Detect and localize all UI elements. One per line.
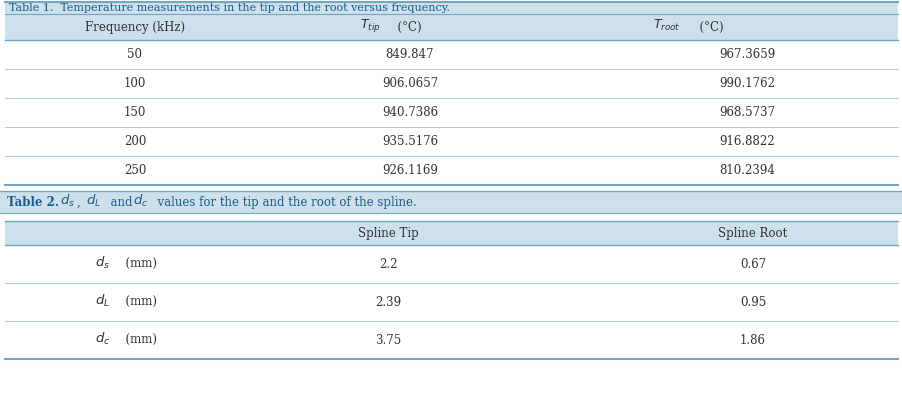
Text: $d_s$: $d_s$ bbox=[60, 193, 75, 209]
Text: ,: , bbox=[77, 195, 80, 208]
Text: 916.8822: 916.8822 bbox=[718, 135, 774, 148]
Text: (°C): (°C) bbox=[691, 20, 723, 33]
Text: and: and bbox=[103, 195, 133, 208]
Text: 150: 150 bbox=[124, 106, 146, 119]
Text: $d_L$: $d_L$ bbox=[86, 193, 101, 209]
Text: 250: 250 bbox=[124, 164, 146, 177]
Bar bbox=[5, 221, 897, 245]
Text: Frequency (kHz): Frequency (kHz) bbox=[85, 20, 185, 33]
Bar bbox=[5, 321, 897, 359]
Bar bbox=[5, 40, 897, 69]
Text: $d_{s}$: $d_{s}$ bbox=[95, 255, 110, 271]
Bar bbox=[5, 2, 897, 14]
Text: $T_{tip}$: $T_{tip}$ bbox=[359, 17, 380, 33]
Text: 906.0657: 906.0657 bbox=[382, 77, 437, 90]
Text: Table 1.  Temperature measurements in the tip and the root versus frequency.: Table 1. Temperature measurements in the… bbox=[9, 3, 449, 13]
Text: 200: 200 bbox=[124, 135, 146, 148]
Text: $T_{root}$: $T_{root}$ bbox=[652, 17, 680, 33]
Text: $d_c$: $d_c$ bbox=[133, 193, 148, 209]
Text: 810.2394: 810.2394 bbox=[718, 164, 774, 177]
Text: 3.75: 3.75 bbox=[374, 333, 400, 346]
Bar bbox=[5, 156, 897, 185]
Text: 2.2: 2.2 bbox=[378, 258, 397, 271]
Bar bbox=[5, 69, 897, 98]
Text: 1.86: 1.86 bbox=[739, 333, 765, 346]
Bar bbox=[5, 283, 897, 321]
Bar bbox=[5, 98, 897, 127]
Text: 935.5176: 935.5176 bbox=[382, 135, 437, 148]
Text: 926.1169: 926.1169 bbox=[382, 164, 437, 177]
Text: 990.1762: 990.1762 bbox=[718, 77, 774, 90]
Bar bbox=[5, 127, 897, 156]
Bar bbox=[5, 245, 897, 283]
Text: Spline Tip: Spline Tip bbox=[357, 227, 418, 240]
Text: (mm): (mm) bbox=[118, 296, 157, 309]
Text: (mm): (mm) bbox=[118, 258, 157, 271]
Text: Spline Root: Spline Root bbox=[718, 227, 787, 240]
Text: 2.39: 2.39 bbox=[374, 296, 400, 309]
Text: 50: 50 bbox=[127, 48, 143, 61]
Text: 967.3659: 967.3659 bbox=[718, 48, 774, 61]
Text: 849.847: 849.847 bbox=[385, 48, 434, 61]
Text: 0.95: 0.95 bbox=[739, 296, 765, 309]
Text: 0.67: 0.67 bbox=[739, 258, 765, 271]
Text: (mm): (mm) bbox=[118, 333, 157, 346]
Bar bbox=[0, 191, 902, 213]
Text: 100: 100 bbox=[124, 77, 146, 90]
Text: values for the tip and the root of the spline.: values for the tip and the root of the s… bbox=[150, 195, 417, 208]
Text: Table 2.: Table 2. bbox=[7, 195, 59, 208]
Text: $d_{L}$: $d_{L}$ bbox=[95, 292, 110, 309]
Bar bbox=[5, 14, 897, 40]
Text: 940.7386: 940.7386 bbox=[382, 106, 437, 119]
Text: $d_{c}$: $d_{c}$ bbox=[95, 331, 110, 347]
Text: 968.5737: 968.5737 bbox=[718, 106, 774, 119]
Text: (°C): (°C) bbox=[390, 20, 421, 33]
